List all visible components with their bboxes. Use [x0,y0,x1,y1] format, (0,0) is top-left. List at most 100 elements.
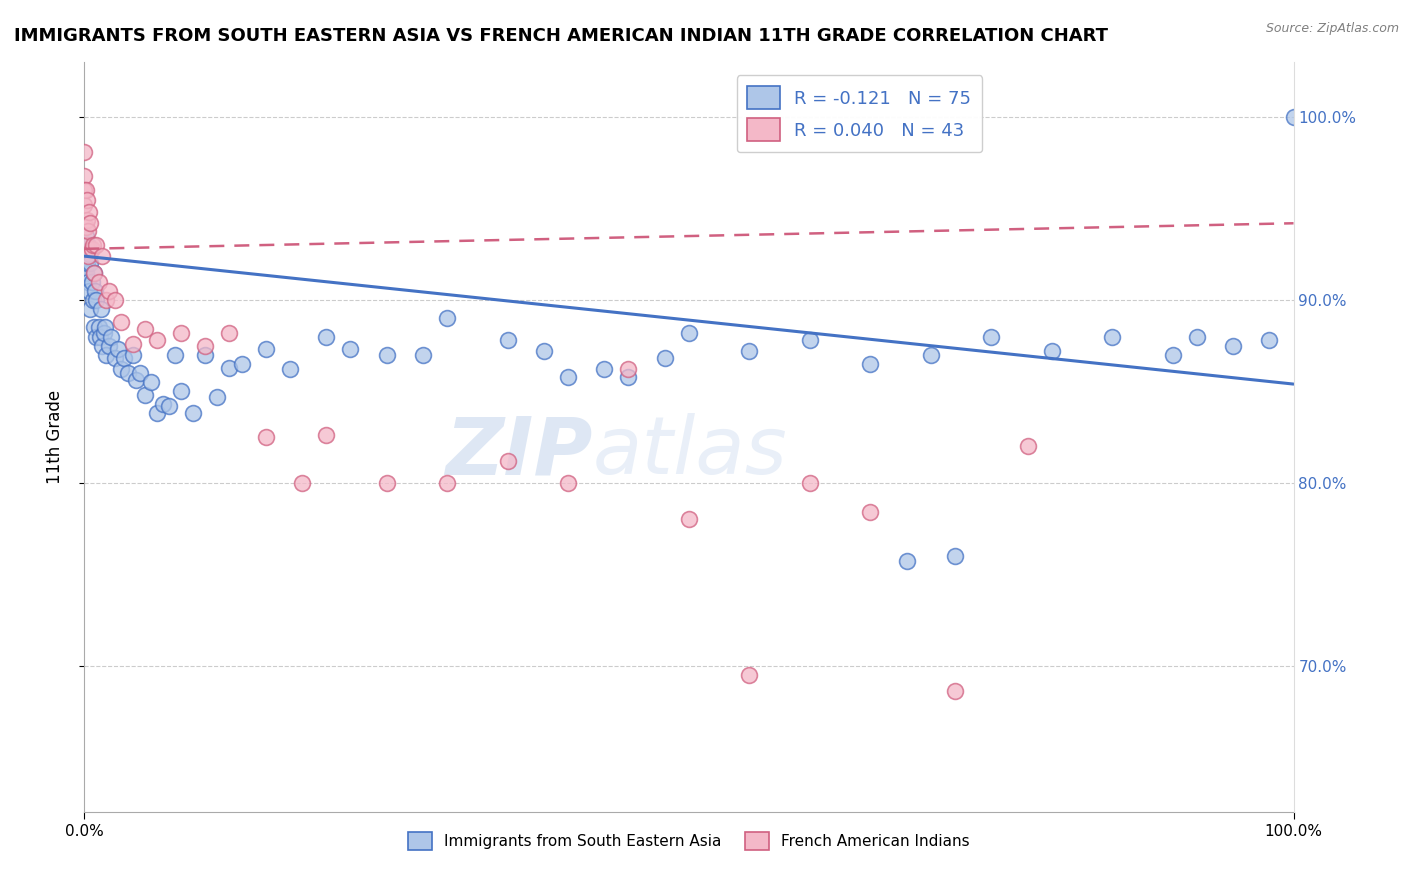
Point [94,348,117,362]
Point [117,366,139,380]
Point [278,362,301,376]
Point [146,406,169,420]
Point [107,343,129,357]
Point [121,348,143,362]
Point [75,229,97,244]
Point [73,266,96,280]
Point [121,337,143,351]
Point [799,333,821,347]
Point [291,475,314,490]
Point [94,320,117,334]
Point [896,554,918,568]
Point [77,238,100,252]
Point [436,475,458,490]
Point [76,256,98,270]
Point [315,428,337,442]
Point [97,284,120,298]
Point [112,351,135,366]
Point [73,145,96,159]
Point [1161,348,1184,362]
Point [110,315,132,329]
Point [496,333,519,347]
Point [104,293,127,307]
Point [80,242,103,256]
Point [1017,439,1039,453]
Point [218,326,240,340]
Point [1258,333,1281,347]
Point [134,388,156,402]
Point [859,357,882,371]
Point [87,275,110,289]
Point [980,329,1002,343]
Point [207,390,229,404]
Point [496,454,519,468]
Point [77,249,100,263]
Point [738,667,761,681]
Point [170,384,193,399]
Point [412,348,434,362]
Point [77,275,100,289]
Point [194,339,217,353]
Point [83,266,105,280]
Point [231,357,253,371]
Text: ZIP: ZIP [444,413,592,491]
Legend: Immigrants from South Eastern Asia, French American Indians: Immigrants from South Eastern Asia, Fren… [402,826,976,856]
Point [86,238,108,252]
Y-axis label: 11th Grade: 11th Grade [45,390,63,484]
Point [110,362,132,376]
Point [75,266,97,280]
Point [1101,329,1123,343]
Point [375,348,398,362]
Point [375,475,398,490]
Point [86,329,108,343]
Text: Source: ZipAtlas.com: Source: ZipAtlas.com [1265,22,1399,36]
Point [533,344,555,359]
Point [91,339,114,353]
Point [799,475,821,490]
Point [557,475,579,490]
Point [83,320,105,334]
Point [104,351,127,366]
Point [76,212,98,227]
Point [315,329,337,343]
Point [170,326,193,340]
Point [1222,339,1244,353]
Point [97,339,120,353]
Point [678,326,700,340]
Point [75,238,97,252]
Text: atlas: atlas [592,413,787,491]
Point [80,275,103,289]
Point [943,684,966,698]
Point [134,322,156,336]
Point [436,311,458,326]
Point [139,376,162,390]
Point [79,302,101,317]
Point [1185,329,1208,343]
Point [152,397,174,411]
Point [93,326,115,340]
Point [738,344,761,359]
Point [617,362,640,376]
Point [79,256,101,270]
Point [94,293,117,307]
Point [920,348,942,362]
Point [194,348,217,362]
Point [82,293,104,307]
Point [86,293,108,307]
Point [165,348,187,362]
Point [84,284,107,298]
Point [254,343,277,357]
Point [76,193,98,207]
Point [73,238,96,252]
Point [77,205,100,219]
Point [125,373,148,387]
Point [943,549,966,563]
Point [89,329,111,343]
Point [87,320,110,334]
Point [859,505,882,519]
Point [557,369,579,384]
Point [91,249,114,263]
Point [654,351,676,366]
Point [146,333,169,347]
Point [218,360,240,375]
